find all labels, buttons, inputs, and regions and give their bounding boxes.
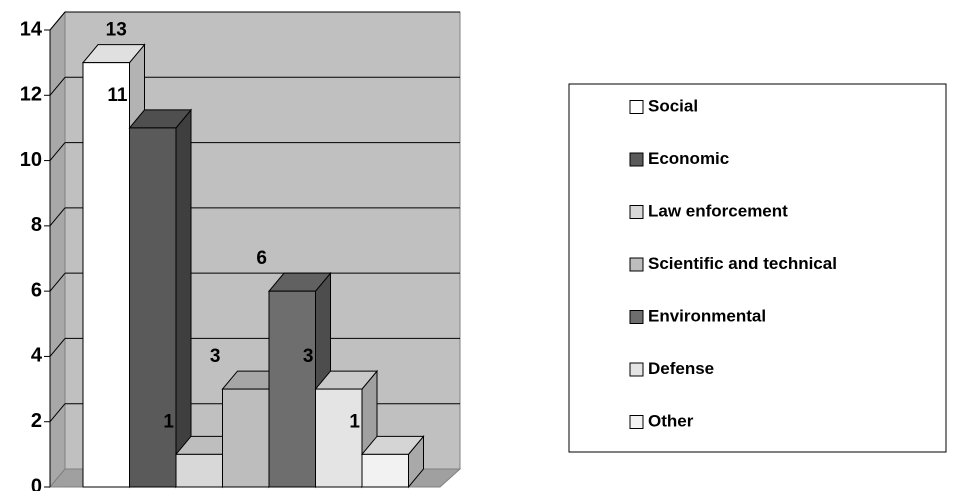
legend-label: Law enforcement bbox=[648, 201, 788, 220]
grid-line bbox=[49, 11, 66, 31]
y-tick-label: 12 bbox=[20, 84, 42, 106]
data-label: 6 bbox=[256, 248, 267, 269]
y-tick-label: 14 bbox=[20, 18, 43, 40]
data-label: 13 bbox=[106, 20, 127, 41]
y-tick-label: 10 bbox=[20, 149, 42, 171]
y-tick-label: 8 bbox=[31, 214, 42, 236]
legend-label: Defense bbox=[648, 359, 714, 378]
legend-label: Social bbox=[648, 96, 698, 115]
grid-line bbox=[49, 207, 66, 227]
y-tick-label: 0 bbox=[31, 475, 42, 491]
legend-label: Scientific and technical bbox=[648, 254, 837, 273]
grid-line bbox=[49, 403, 66, 423]
grid-line bbox=[49, 76, 66, 96]
y-tick-label: 6 bbox=[31, 279, 42, 301]
bar bbox=[361, 453, 409, 488]
bar bbox=[268, 290, 316, 488]
y-tick-label: 4 bbox=[31, 345, 43, 367]
bar-side bbox=[175, 108, 192, 489]
legend-swatch bbox=[629, 257, 644, 272]
data-label: 3 bbox=[303, 346, 314, 367]
side-wall bbox=[49, 10, 66, 489]
data-label: 11 bbox=[107, 85, 128, 106]
legend-label: Environmental bbox=[648, 306, 766, 325]
data-label: 1 bbox=[349, 411, 360, 432]
legend-swatch bbox=[629, 152, 644, 167]
grid-line bbox=[49, 142, 66, 161]
bar bbox=[82, 62, 130, 488]
data-label: 1 bbox=[163, 411, 174, 432]
legend-label: Economic bbox=[648, 149, 729, 168]
legend-swatch bbox=[629, 205, 644, 219]
legend-swatch bbox=[629, 415, 644, 429]
legend-swatch bbox=[629, 362, 644, 377]
bar bbox=[222, 388, 270, 488]
bar bbox=[175, 453, 223, 488]
bar bbox=[129, 127, 177, 488]
grid-line bbox=[49, 272, 66, 292]
legend-swatch bbox=[629, 310, 644, 324]
legend-label: Other bbox=[648, 411, 694, 430]
y-tick-label: 2 bbox=[31, 410, 42, 432]
data-label: 3 bbox=[210, 346, 221, 367]
bar bbox=[315, 388, 363, 488]
grid-line bbox=[49, 338, 66, 357]
legend-swatch bbox=[629, 100, 644, 114]
